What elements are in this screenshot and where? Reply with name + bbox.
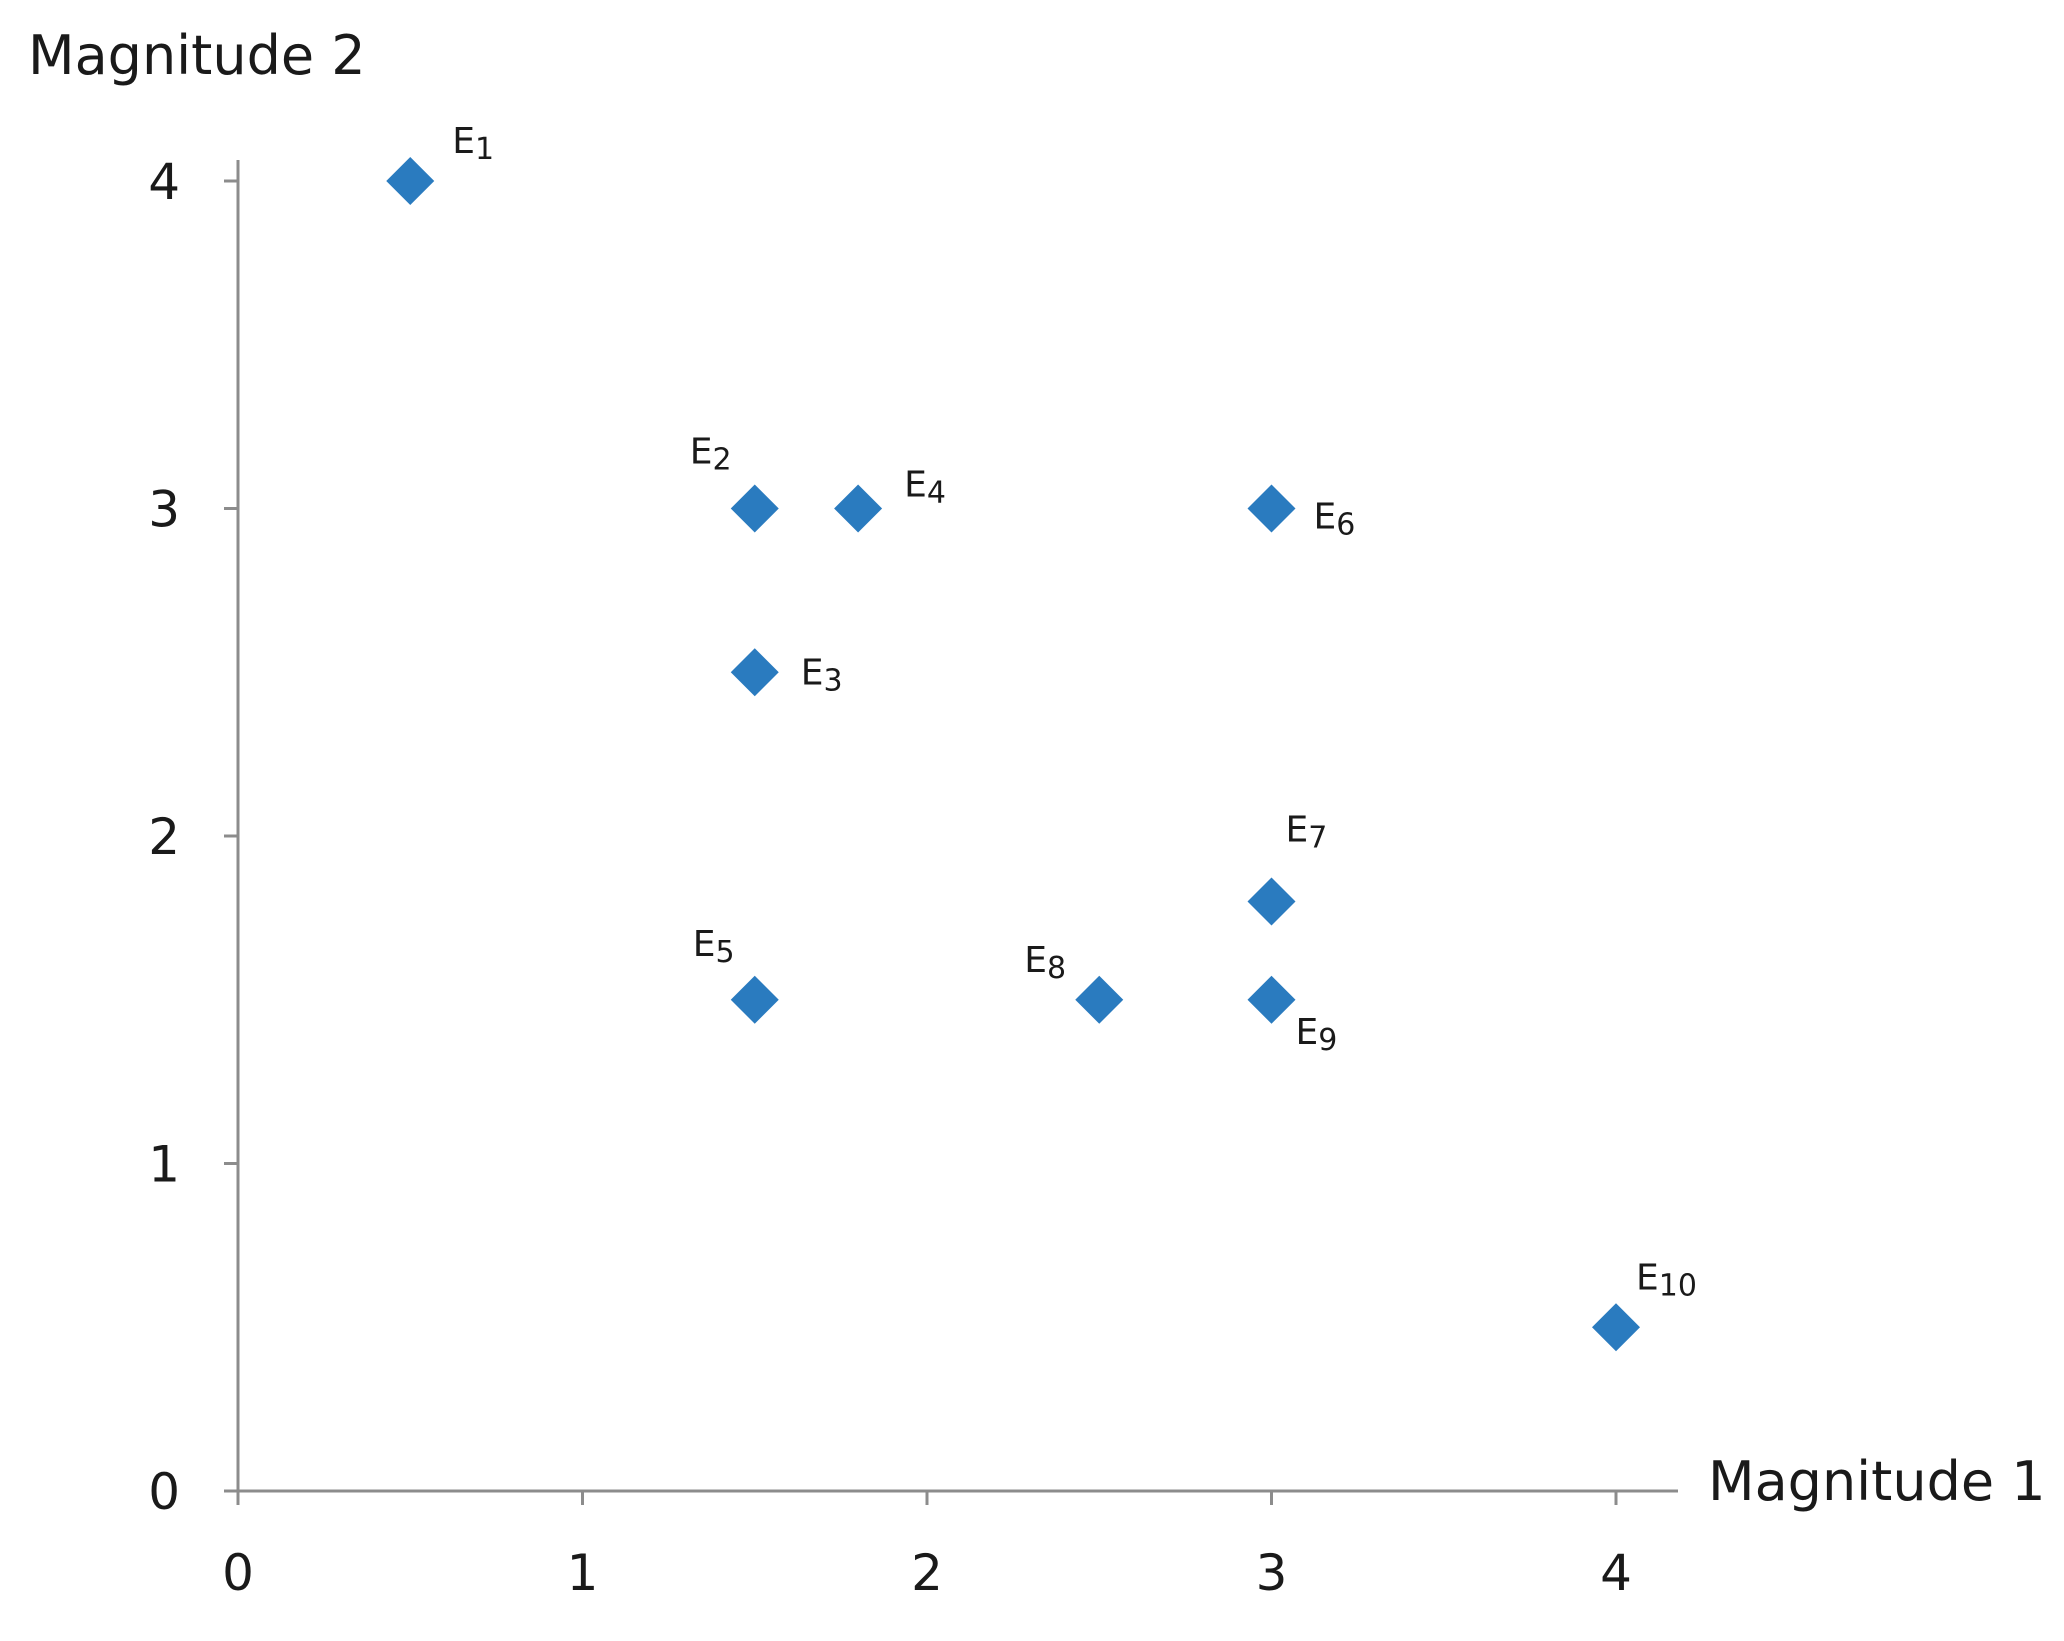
point-label-letter: E [693, 924, 716, 965]
point-label-letter: E [1296, 1012, 1319, 1053]
data-point-label: E10 [1636, 1257, 1697, 1303]
point-label-subscript: 6 [1336, 508, 1355, 543]
data-point-label: E2 [690, 432, 732, 478]
x-tick-label: 3 [1256, 1544, 1288, 1602]
data-point-marker [386, 157, 435, 205]
data-point-label: E3 [801, 652, 843, 698]
data-point-label: E5 [693, 924, 735, 970]
point-label-letter: E [690, 432, 713, 473]
point-label-subscript: 7 [1308, 821, 1327, 856]
data-point-label: E7 [1286, 810, 1328, 856]
axis-ticks: 0 1 2 3 4 0 1 2 3 4 [148, 153, 1632, 1602]
data-point-marker [1247, 484, 1296, 533]
x-tick-label: 2 [911, 1544, 943, 1602]
point-label-subscript: 5 [716, 935, 735, 970]
y-tick-label: 0 [148, 1463, 180, 1521]
point-label-subscript: 3 [824, 663, 843, 698]
y-tick-label: 3 [148, 481, 180, 539]
data-point-marker [834, 484, 883, 533]
x-tick-label: 1 [567, 1544, 599, 1602]
y-tick-label: 2 [148, 808, 180, 866]
point-label-subscript: 9 [1318, 1023, 1337, 1058]
point-label-letter: E [1636, 1257, 1659, 1298]
data-point-marker [1592, 1303, 1640, 1352]
y-tick-label: 1 [148, 1136, 180, 1194]
point-label-subscript: 8 [1047, 951, 1066, 986]
data-point-label: E8 [1024, 940, 1066, 986]
point-label-letter: E [1024, 940, 1047, 981]
point-label-subscript: 4 [927, 476, 946, 511]
point-label-subscript: 1 [475, 132, 494, 167]
y-tick-label: 4 [148, 153, 180, 211]
point-label-letter: E [1314, 497, 1337, 538]
x-tick-label: 0 [222, 1544, 254, 1602]
x-tick-label: 4 [1600, 1544, 1632, 1602]
point-label-subscript: 10 [1659, 1268, 1697, 1303]
data-point-label: E9 [1296, 1012, 1338, 1058]
data-point-label: E1 [452, 121, 494, 167]
point-label-letter: E [1286, 810, 1309, 851]
data-point-marker [1247, 975, 1296, 1024]
data-point-marker [1075, 975, 1124, 1024]
point-label-letter: E [801, 652, 824, 693]
point-label-letter: E [452, 121, 475, 162]
point-label-letter: E [904, 465, 927, 506]
data-point-label: E6 [1314, 497, 1356, 543]
data-point-marker [730, 484, 779, 533]
x-axis-title: Magnitude 1 [1708, 1450, 2046, 1513]
data-point-marker [730, 975, 779, 1024]
point-label-subscript: 2 [713, 443, 732, 478]
data-point-marker [1247, 877, 1296, 926]
data-point-marker [730, 648, 779, 697]
data-point-label: E4 [904, 465, 946, 511]
y-axis-title: Magnitude 2 [28, 24, 366, 87]
